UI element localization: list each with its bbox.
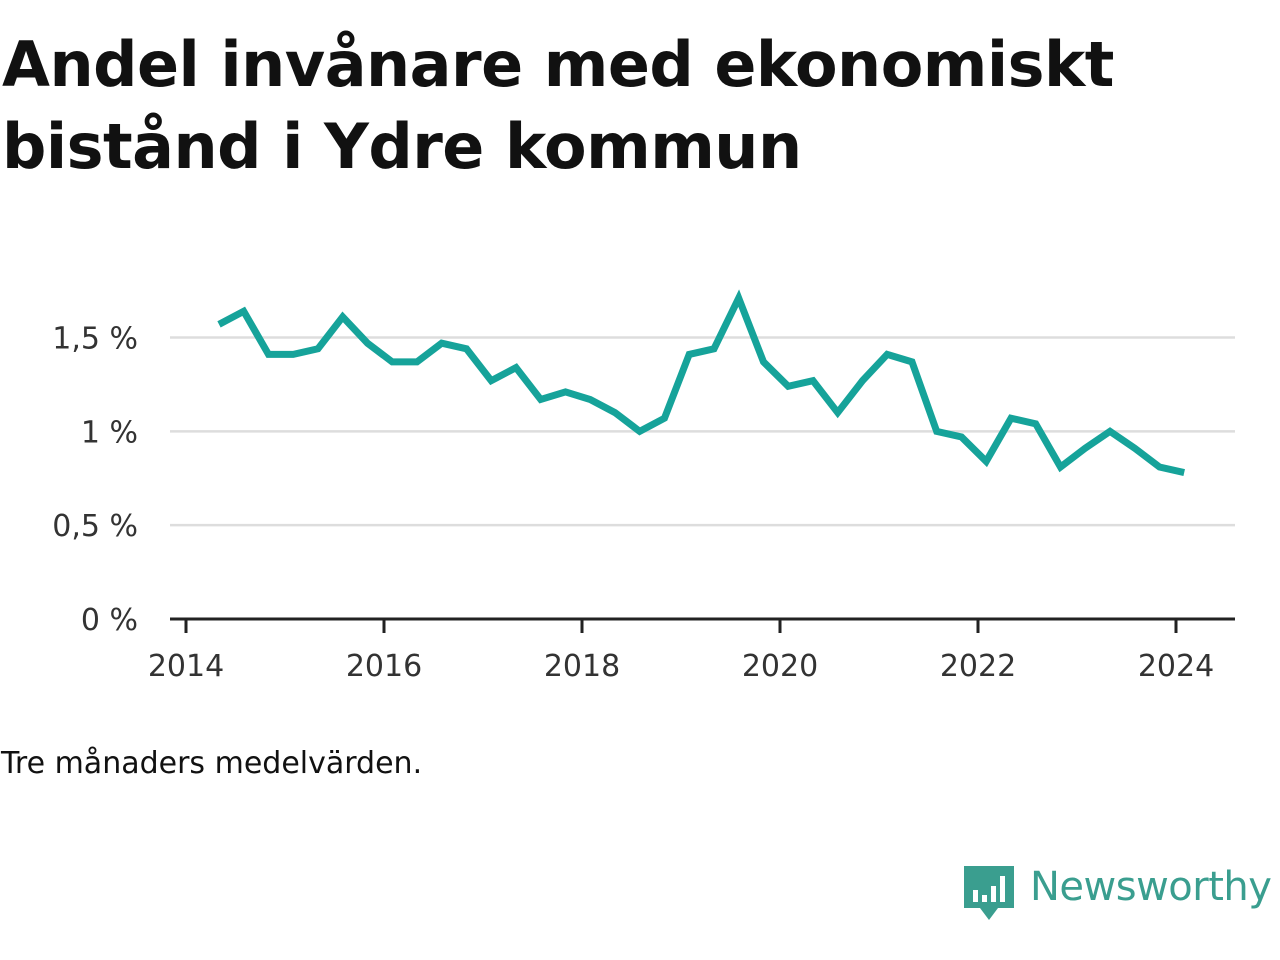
y-tick-label: 0 % xyxy=(81,603,138,638)
gridlines xyxy=(170,336,1235,527)
x-axis-tick-labels: 2014 2016 2018 2020 2022 2024 xyxy=(148,649,1214,684)
x-axis xyxy=(170,617,1235,633)
bar-chart-speech-bubble-icon xyxy=(964,866,1014,920)
y-axis-tick-labels: 0 % 0,5 % 1 % 1,5 % xyxy=(52,322,138,638)
brand-name: Newsworthy xyxy=(1030,864,1272,910)
x-tick-label: 2014 xyxy=(148,649,224,684)
x-tick-label: 2016 xyxy=(346,649,422,684)
chart-title: Andel invånare med ekonomiskt bistånd i … xyxy=(2,28,1114,183)
x-tick-label: 2020 xyxy=(742,649,818,684)
chart-note: Tre månaders medelvärden. xyxy=(1,746,423,781)
y-tick-label: 0,5 % xyxy=(52,509,138,544)
series-group xyxy=(217,289,1185,477)
series-line-0 xyxy=(217,289,1185,477)
y-tick-label: 1,5 % xyxy=(52,322,138,357)
x-tick-label: 2022 xyxy=(940,649,1016,684)
y-tick-label: 1 % xyxy=(81,415,138,450)
brand-logo[interactable]: Newsworthy xyxy=(962,862,1272,926)
x-tick-label: 2018 xyxy=(544,649,620,684)
x-tick-label: 2024 xyxy=(1138,649,1214,684)
